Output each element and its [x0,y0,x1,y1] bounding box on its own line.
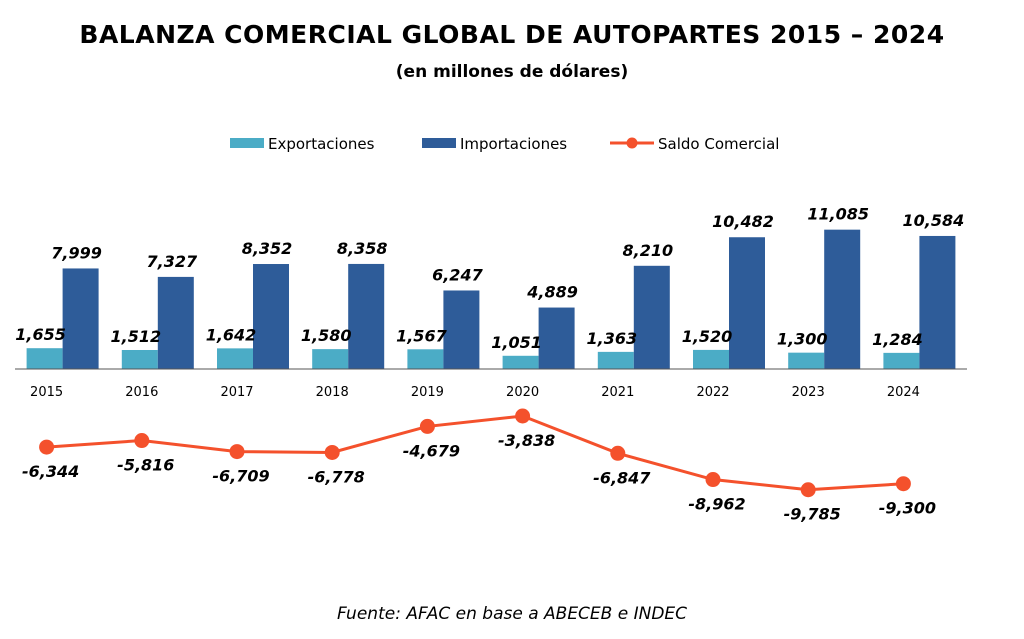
x-tick-label-2016: 2016 [125,385,158,400]
legend-swatch-1 [422,138,456,148]
label-saldo-2023: -9,785 [784,505,841,524]
bar-importaciones-2023 [824,229,861,369]
bar-exportaciones-2017 [217,348,253,369]
label-importaciones-2020: 4,889 [526,283,578,302]
label-importaciones-2019: 6,247 [432,265,483,284]
label-importaciones-2024: 10,584 [903,211,965,230]
label-importaciones-2017: 8,352 [242,239,293,258]
label-exportaciones-2015: 1,655 [15,325,66,344]
bar-importaciones-2015 [62,268,99,369]
label-exportaciones-2021: 1,363 [586,329,637,348]
x-tick-label-2022: 2022 [696,385,729,400]
label-importaciones-2021: 8,210 [622,241,673,260]
label-exportaciones-2019: 1,567 [396,326,447,345]
x-tick-label-2023: 2023 [792,385,825,400]
label-saldo-2016: -5,816 [117,456,174,475]
point-saldo-2018 [324,444,340,460]
legend-label-2: Saldo Comercial [658,135,779,153]
label-saldo-2024: -9,300 [879,499,936,518]
x-tick-label-2018: 2018 [316,385,349,400]
label-exportaciones-2024: 1,284 [872,330,923,349]
label-saldo-2017: -6,709 [212,467,269,486]
point-saldo-2023 [800,482,816,498]
point-saldo-2019 [419,418,435,434]
label-saldo-2020: -3,838 [498,431,555,450]
bar-importaciones-2021 [633,265,670,369]
x-tick-label-2019: 2019 [411,385,444,400]
x-tick-label-2024: 2024 [887,385,920,400]
x-tick-label-2020: 2020 [506,385,539,400]
label-exportaciones-2020: 1,051 [491,333,542,352]
point-saldo-2022 [705,472,721,488]
source-note: Fuente: AFAC en base a ABECEB e INDEC [336,604,688,624]
label-saldo-2018: -6,778 [308,467,365,486]
legend-label-0: Exportaciones [268,135,375,153]
bar-exportaciones-2019 [407,349,444,369]
point-saldo-2020 [515,408,531,424]
point-saldo-2017 [229,444,245,460]
x-tick-label-2021: 2021 [601,385,634,400]
bar-exportaciones-2015 [26,348,63,369]
label-exportaciones-2018: 1,580 [301,326,352,345]
label-exportaciones-2023: 1,300 [777,330,828,349]
label-importaciones-2018: 8,358 [337,239,388,258]
data-labels: 1,655 7,999 1,512 7,327 1,642 8,352 1,580 8,358… [15,205,964,524]
label-exportaciones-2017: 1,642 [206,325,257,344]
bar-exportaciones-2023 [788,352,825,369]
bar-exportaciones-2016 [121,349,158,369]
label-importaciones-2016: 7,327 [146,252,197,271]
chart-subtitle: (en millones de dólares) [395,62,629,82]
bar-importaciones-2022 [729,237,765,369]
label-saldo-2022: -8,962 [688,495,745,514]
bar-importaciones-2016 [157,276,194,369]
bars [26,229,956,369]
point-saldo-2016 [134,433,150,449]
legend-swatch-0 [230,138,264,148]
bar-importaciones-2024 [919,235,956,369]
bar-exportaciones-2020 [502,355,539,369]
bar-importaciones-2018 [348,263,385,369]
label-importaciones-2015: 7,999 [51,243,102,262]
saldo-line [39,408,911,498]
chart-title: BALANZA COMERCIAL GLOBAL DE AUTOPARTES 2… [79,20,945,49]
legend: Exportaciones Importaciones Saldo Comercia… [230,135,779,153]
bar-importaciones-2020 [538,307,575,369]
bar-importaciones-2017 [253,264,289,369]
x-tick-label-2015: 2015 [30,385,63,400]
label-saldo-2019: -4,679 [403,441,460,460]
label-exportaciones-2022: 1,520 [682,327,733,346]
point-saldo-2015 [39,439,55,455]
legend-marker-2 [626,137,638,149]
x-tick-label-2017: 2017 [220,385,253,400]
bar-exportaciones-2022 [693,349,729,369]
x-axis-ticks: 2015 2016 2017 2018 2019 2020 2021 2022 2023 2024 [30,385,920,400]
label-exportaciones-2016: 1,512 [110,327,161,346]
saldo-series-line [46,414,904,492]
bar-importaciones-2019 [443,290,480,369]
bar-exportaciones-2018 [312,349,349,369]
label-importaciones-2022: 10,482 [712,212,774,231]
bar-exportaciones-2021 [597,351,634,369]
label-saldo-2021: -6,847 [593,468,651,487]
legend-label-1: Importaciones [460,135,567,153]
label-importaciones-2023: 11,085 [807,205,869,224]
bar-exportaciones-2024 [883,352,920,369]
point-saldo-2024 [895,476,911,492]
point-saldo-2021 [610,445,626,461]
label-saldo-2015: -6,344 [22,462,79,481]
